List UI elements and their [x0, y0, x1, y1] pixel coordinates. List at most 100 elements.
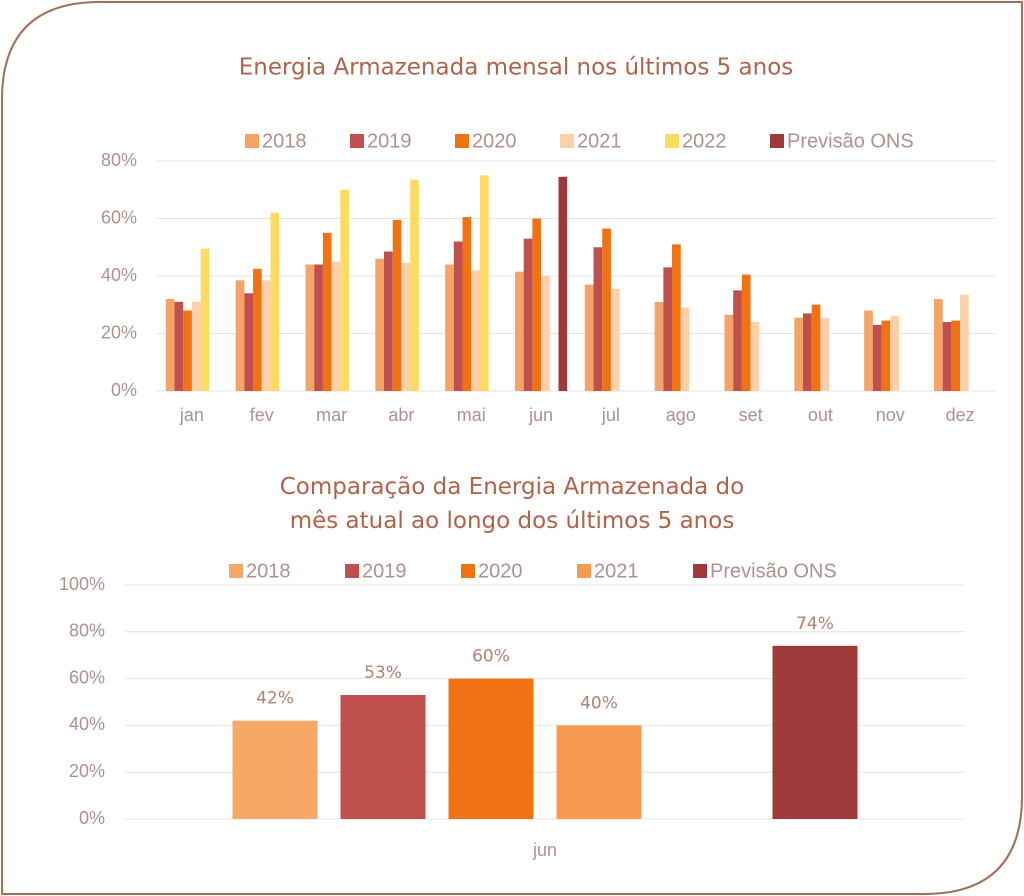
bar	[803, 313, 812, 391]
y-tick-label: 100%	[59, 574, 105, 594]
bar	[261, 280, 271, 391]
y-tick-label: 0%	[79, 808, 105, 828]
bar	[556, 725, 642, 819]
chart-title: Comparação da Energia Armazenada do mês a…	[280, 474, 744, 534]
y-tick-label: 0%	[111, 380, 137, 400]
x-tick-label: dez	[946, 405, 975, 425]
legend-label: 2021	[594, 560, 639, 582]
bar	[183, 310, 192, 391]
bar	[558, 176, 568, 391]
bar	[174, 301, 184, 391]
bar	[244, 293, 254, 391]
bar	[750, 322, 760, 391]
bar	[523, 238, 533, 391]
legend-label: Previsão ONS	[787, 130, 914, 152]
bar	[200, 248, 210, 391]
y-tick-label: 60%	[69, 667, 105, 687]
legend-label: 2020	[478, 560, 523, 582]
y-tick-label: 40%	[101, 265, 137, 285]
legend-label: 2019	[362, 560, 407, 582]
y-tick-label: 60%	[101, 207, 137, 227]
x-tick-label: jan	[179, 405, 204, 425]
x-tick-label: mai	[457, 405, 486, 425]
bar	[960, 294, 969, 391]
bar	[663, 267, 673, 391]
legend-label: Previsão ONS	[710, 560, 837, 582]
chart-title: Energia Armazenada mensal nos últimos 5 …	[239, 55, 794, 81]
x-tick-label: set	[739, 405, 763, 425]
bar	[375, 258, 385, 391]
x-tick-label: mar	[316, 405, 347, 425]
y-tick-label: 80%	[69, 621, 105, 641]
legend-swatch	[245, 134, 259, 148]
bar	[305, 264, 315, 391]
data-label: 60%	[472, 647, 510, 667]
legend-label: 2018	[262, 130, 307, 152]
bar	[942, 322, 952, 391]
bar	[610, 288, 620, 391]
bar	[445, 264, 454, 391]
data-label: 40%	[580, 693, 618, 713]
bar	[401, 263, 411, 391]
x-tick-label: nov	[876, 405, 905, 425]
y-tick-label: 20%	[69, 761, 105, 781]
x-tick-label: out	[808, 405, 833, 425]
bar	[733, 290, 742, 391]
bar	[514, 271, 524, 391]
bar	[410, 179, 419, 391]
x-tick-label: fev	[250, 405, 274, 425]
legend-swatch	[461, 564, 475, 578]
legend-swatch	[345, 564, 359, 578]
legend-label: 2018	[246, 560, 291, 582]
data-label: 53%	[364, 663, 402, 683]
x-tick-label: jul	[601, 405, 620, 425]
bar	[872, 324, 882, 391]
bar	[331, 261, 341, 391]
bar	[654, 301, 664, 391]
legend-swatch	[577, 564, 591, 578]
bar	[165, 299, 175, 391]
bar	[541, 276, 550, 391]
bar	[680, 307, 690, 391]
legend-swatch	[560, 134, 574, 148]
bar	[340, 189, 349, 391]
bar	[951, 320, 961, 391]
bar	[672, 244, 681, 391]
bar	[392, 219, 402, 391]
legend-label: 2022	[682, 130, 727, 152]
x-tick-label: abr	[388, 405, 414, 425]
legend-label: 2021	[577, 130, 622, 152]
legend-swatch	[350, 134, 364, 148]
bar	[772, 645, 858, 819]
bar	[235, 280, 245, 391]
bar	[881, 320, 891, 391]
bar	[602, 228, 611, 391]
bar	[471, 270, 480, 391]
data-label: 74%	[796, 614, 834, 634]
legend-swatch	[455, 134, 469, 148]
bar	[479, 175, 489, 391]
x-tick-label: jun	[532, 840, 557, 860]
y-tick-label: 40%	[69, 714, 105, 734]
legend-swatch	[693, 564, 707, 578]
legend-swatch	[770, 134, 784, 148]
bar	[340, 694, 426, 819]
bar	[584, 284, 594, 391]
bar	[864, 310, 873, 391]
bar	[462, 217, 472, 391]
bar	[741, 274, 751, 391]
legend-swatch	[229, 564, 243, 578]
bar	[314, 264, 323, 391]
y-tick-label: 80%	[101, 150, 137, 170]
bar	[811, 304, 821, 391]
data-label: 42%	[256, 689, 294, 709]
bar	[384, 251, 393, 391]
bar	[890, 316, 899, 391]
bar	[191, 301, 201, 391]
bar	[820, 317, 830, 391]
bar	[322, 232, 332, 391]
bar	[532, 218, 542, 391]
legend-swatch	[665, 134, 679, 148]
